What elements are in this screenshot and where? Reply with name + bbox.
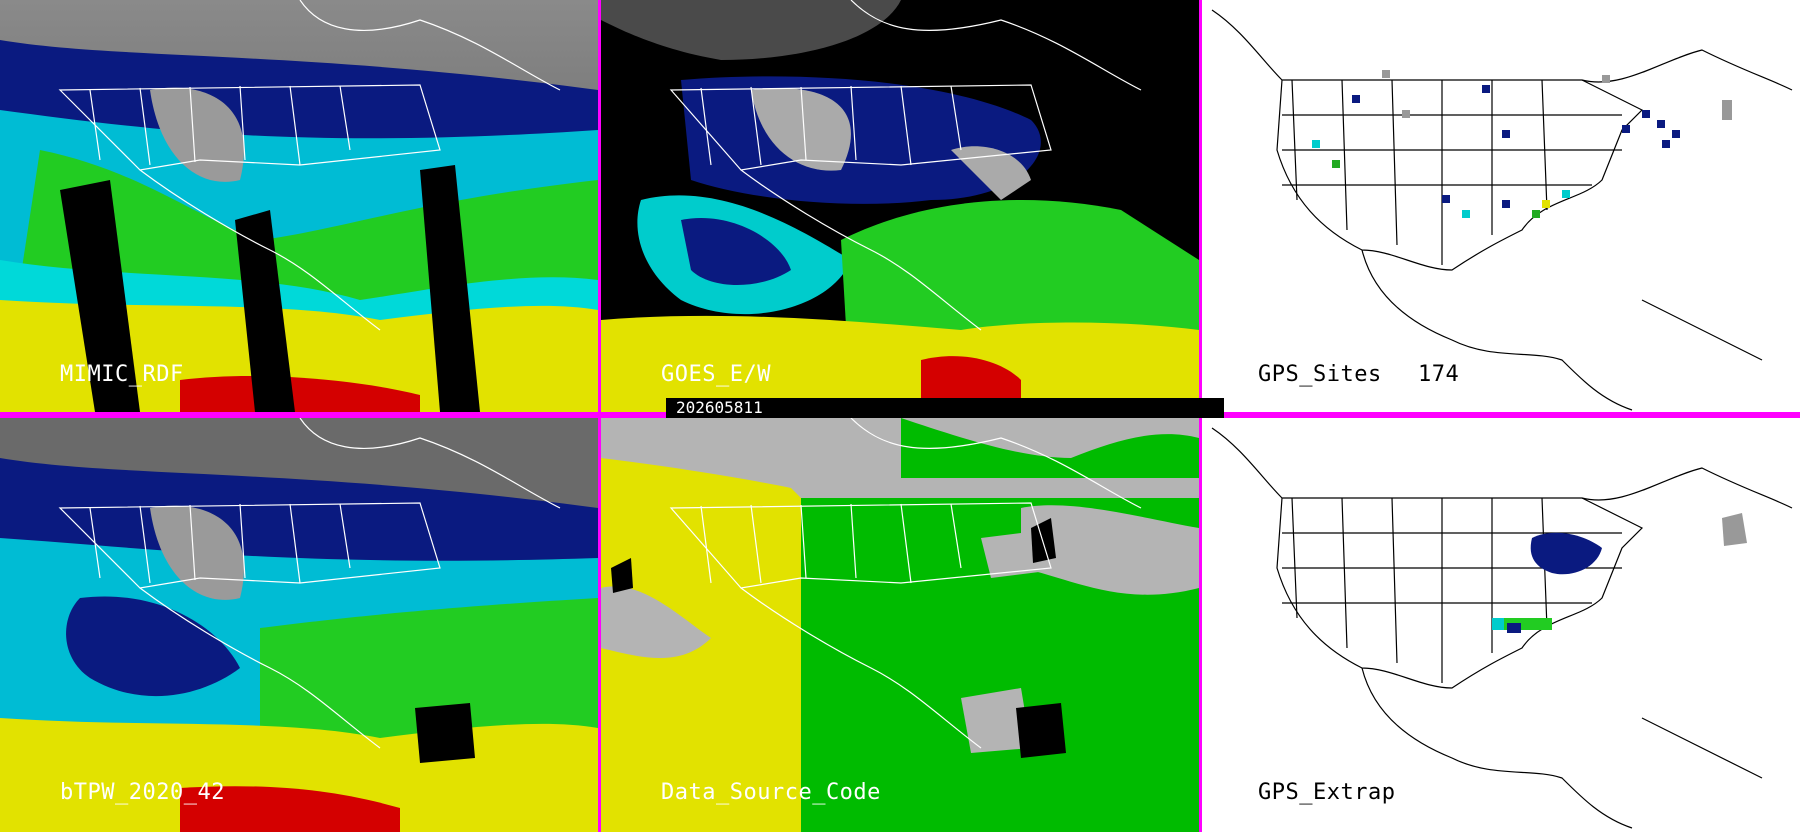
- panel-gps-extrap: GPS_Extrap: [1202, 418, 1800, 832]
- panel-label-goes-ew: GOES_E/W: [661, 362, 771, 387]
- panel-label-gps-extrap: GPS_Extrap: [1258, 780, 1396, 805]
- data-source-map: [601, 418, 1199, 832]
- panel-label-gps-sites: GPS_Sites: [1258, 362, 1382, 387]
- panel-label-mimic-rdf: MIMIC_RDF: [60, 362, 184, 387]
- panel-data-source: Data_Source_Code: [601, 418, 1199, 832]
- gps-extrap-map: [1202, 418, 1800, 832]
- panel-gps-sites: GPS_Sites 174: [1202, 0, 1800, 412]
- panel-btpw: bTPW_2020_42: [0, 418, 598, 832]
- panel-label-btpw: bTPW_2020_42: [60, 780, 225, 805]
- btpw-map: [0, 418, 598, 832]
- goes-ew-map: [601, 0, 1199, 412]
- mimic-rdf-map: [0, 0, 598, 412]
- panel-mimic-rdf: MIMIC_RDF: [0, 0, 598, 412]
- panel-label-data-source: Data_Source_Code: [661, 780, 881, 805]
- gps-sites-count: 174: [1418, 362, 1460, 387]
- timestamp-label: 202605811: [666, 398, 1224, 418]
- panel-goes-ew: GOES_E/W: [601, 0, 1199, 412]
- gps-sites-map: [1202, 0, 1800, 412]
